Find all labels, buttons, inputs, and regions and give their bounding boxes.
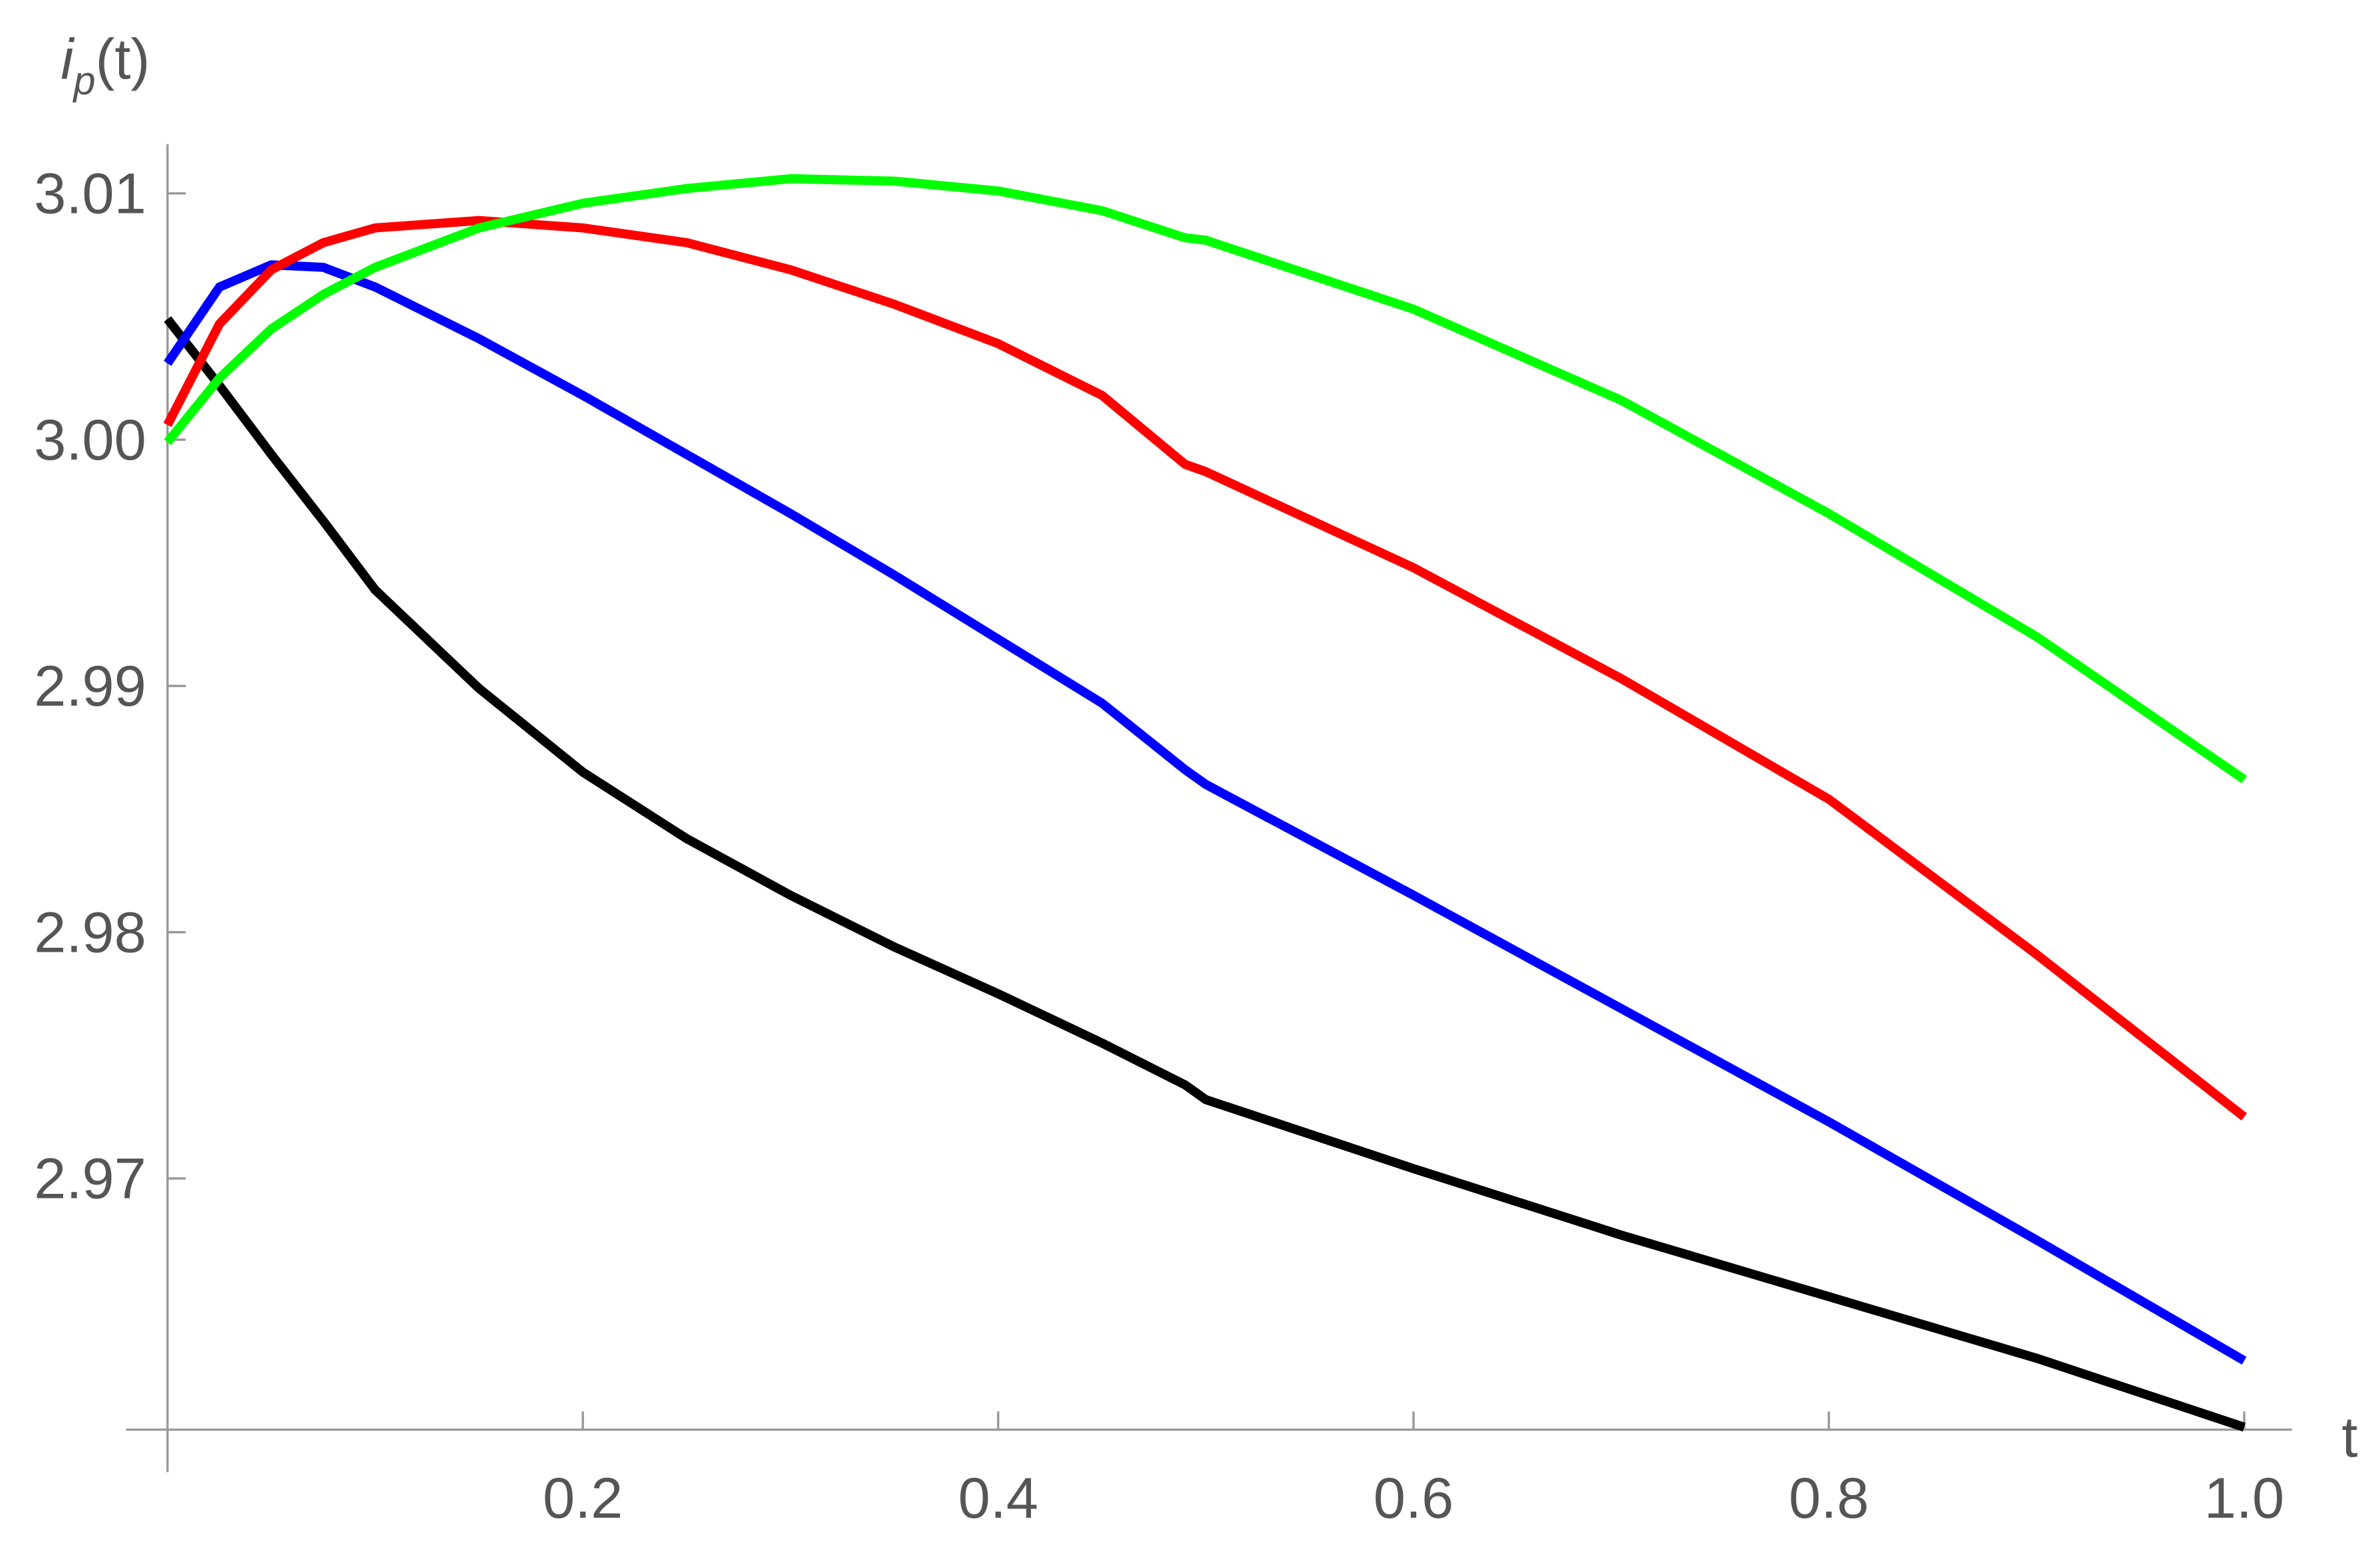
y-tick-label: 3.00 (34, 408, 146, 472)
y-label-symbol: i (61, 28, 75, 92)
x-axis-label: t (2341, 1406, 2357, 1470)
x-tick-label: 0.2 (543, 1467, 623, 1530)
series-line (164, 260, 2247, 1365)
x-tick-label: 0.4 (958, 1467, 1038, 1530)
y-tick-label: 2.97 (34, 1147, 146, 1211)
series-line (164, 174, 2247, 783)
y-label-subscript: p (73, 58, 96, 102)
series-line (163, 215, 2248, 1121)
y-tick-label: 2.98 (34, 901, 146, 964)
y-label-argument: (t) (96, 28, 150, 92)
y-tick-label: 3.01 (34, 162, 146, 226)
x-tick-label: 0.8 (1789, 1467, 1869, 1530)
y-axis-label: ip(t) (61, 28, 150, 103)
y-tick-label: 2.99 (34, 654, 146, 718)
x-tick-label: 0.6 (1374, 1467, 1454, 1530)
x-tick-label: 1.0 (2204, 1467, 2285, 1530)
series-line (164, 316, 2246, 1432)
